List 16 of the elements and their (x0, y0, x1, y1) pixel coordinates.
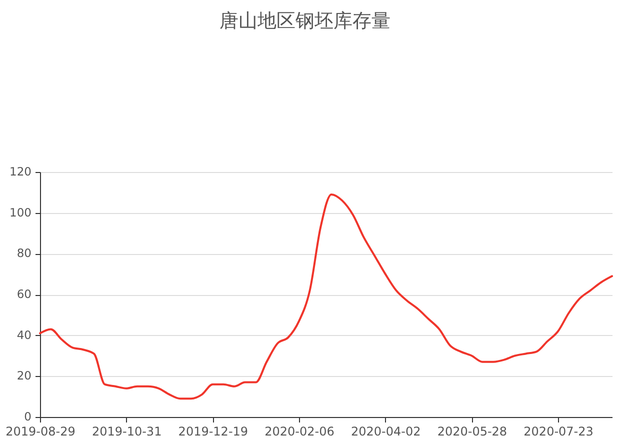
x-tick-label: 2020-04-02 (350, 424, 421, 438)
y-tick-label: 80 (16, 246, 32, 260)
y-tick-label: 120 (10, 164, 32, 178)
y-tick-label: 0 (24, 410, 32, 424)
line-series (39, 193, 613, 400)
x-tick-label: 2019-10-31 (92, 424, 162, 438)
y-tick-label: 20 (16, 368, 32, 383)
x-tick-label: 2020-07-23 (524, 424, 594, 438)
x-tick-label: 2019-08-29 (6, 424, 76, 438)
chart-title: 唐山地区钢坯库存量 (220, 10, 390, 32)
y-tick-label: 40 (16, 328, 32, 342)
y-tick-label: 100 (10, 205, 32, 220)
x-tick-label: 2019-12-19 (178, 424, 248, 438)
y-tick-label: 60 (16, 287, 32, 301)
x-tick-label: 2020-05-28 (437, 424, 508, 438)
x-tick-label: 2020-02-06 (264, 424, 334, 438)
